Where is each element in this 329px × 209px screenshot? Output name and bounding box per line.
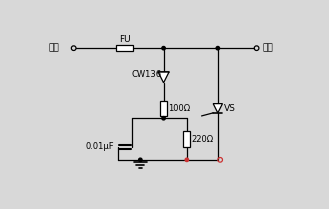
Text: 输出: 输出 [263, 44, 273, 53]
Circle shape [139, 158, 142, 162]
Bar [183, 131, 190, 147]
Circle shape [185, 158, 189, 162]
Bar [116, 45, 133, 51]
Text: CW136: CW136 [131, 70, 161, 79]
Text: 输入: 输入 [49, 44, 60, 53]
Polygon shape [213, 104, 222, 113]
Circle shape [162, 46, 165, 50]
Circle shape [162, 117, 165, 120]
Bar [160, 101, 167, 116]
Text: FU: FU [119, 35, 131, 44]
Text: 220Ω: 220Ω [191, 135, 214, 144]
Text: VS: VS [224, 104, 236, 113]
Polygon shape [158, 72, 169, 83]
Text: 100Ω: 100Ω [168, 104, 190, 113]
Text: 0.01μF: 0.01μF [85, 142, 114, 151]
Circle shape [216, 46, 219, 50]
